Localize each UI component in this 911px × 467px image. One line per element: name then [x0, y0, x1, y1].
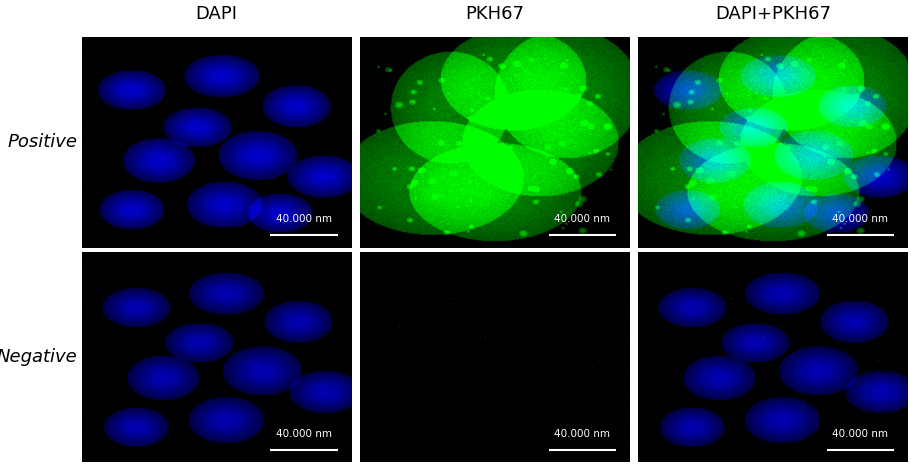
Text: DAPI+PKH67: DAPI+PKH67	[714, 5, 830, 23]
Text: Positive: Positive	[7, 134, 77, 151]
Text: 40.000 nm: 40.000 nm	[276, 214, 332, 224]
Text: 40.000 nm: 40.000 nm	[832, 429, 887, 439]
Text: 40.000 nm: 40.000 nm	[554, 429, 609, 439]
Text: 40.000 nm: 40.000 nm	[276, 429, 332, 439]
Text: 40.000 nm: 40.000 nm	[832, 214, 887, 224]
Text: Negative: Negative	[0, 348, 77, 366]
Text: DAPI: DAPI	[195, 5, 238, 23]
Text: PKH67: PKH67	[465, 5, 524, 23]
Text: 40.000 nm: 40.000 nm	[554, 214, 609, 224]
